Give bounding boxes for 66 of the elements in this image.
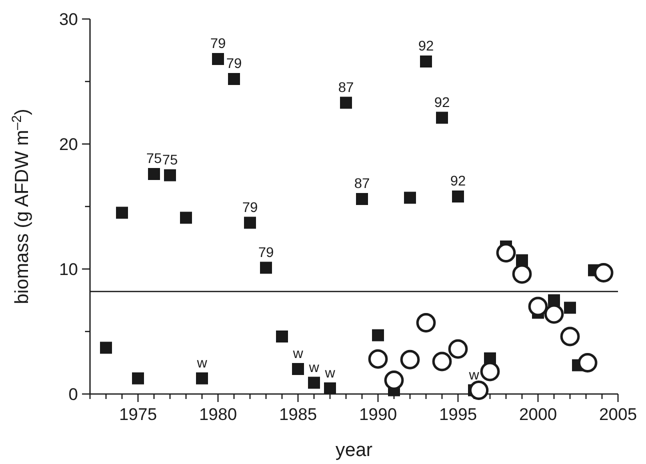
point	[148, 168, 160, 180]
point	[432, 352, 452, 372]
point	[578, 353, 598, 372]
x-tick-label: 2005	[599, 405, 637, 424]
point	[368, 349, 388, 369]
point	[400, 350, 420, 370]
point	[564, 302, 576, 314]
point	[544, 304, 564, 324]
point	[480, 362, 500, 382]
annotation: 92	[418, 38, 434, 54]
point	[594, 263, 614, 282]
x-tick-label: 2000	[519, 405, 557, 424]
y-tick-label: 10	[59, 260, 78, 279]
annotation: 79	[258, 244, 274, 260]
point	[404, 192, 416, 204]
point	[469, 380, 489, 400]
point	[528, 296, 548, 316]
annotation: 87	[354, 175, 370, 191]
point	[512, 264, 532, 284]
annotation: w	[324, 364, 336, 380]
point	[384, 370, 404, 390]
annotation: 87	[338, 78, 354, 95]
point	[196, 372, 208, 384]
point	[100, 342, 112, 354]
point	[244, 216, 256, 229]
point	[212, 53, 224, 65]
point	[340, 96, 352, 109]
annotation: w	[308, 358, 320, 375]
point	[116, 206, 128, 219]
point	[276, 330, 288, 342]
annotation: w	[292, 345, 304, 361]
point	[308, 376, 320, 389]
point	[180, 212, 192, 224]
point	[560, 326, 580, 346]
x-tick-label: 1980	[199, 405, 237, 424]
x-tick-label: 1990	[359, 405, 397, 424]
point	[496, 243, 516, 262]
y-tick-label: 30	[59, 10, 78, 29]
point	[132, 372, 144, 384]
annotation: 79	[242, 198, 258, 215]
annotation: 75	[162, 151, 178, 168]
x-tick-label: 1985	[279, 405, 317, 424]
y-tick-label: 0	[68, 384, 78, 404]
point	[356, 193, 368, 205]
point	[420, 56, 432, 68]
point	[448, 339, 468, 359]
annotation: w	[468, 366, 480, 382]
point	[228, 73, 240, 85]
annotation: 75	[146, 150, 162, 166]
annotation: w	[196, 354, 208, 370]
point	[372, 329, 384, 342]
point	[292, 363, 304, 375]
annotation: 92	[434, 94, 450, 110]
point	[164, 169, 176, 182]
annotation: 92	[450, 172, 466, 188]
x-axis-title: year	[336, 440, 374, 461]
point	[436, 112, 448, 124]
x-tick-label: 1975	[119, 405, 157, 424]
point	[452, 190, 464, 202]
annotation: 79	[226, 55, 242, 71]
annotation: 79	[210, 35, 226, 51]
x-tick-label: 1995	[439, 405, 477, 424]
point	[416, 313, 436, 332]
point	[260, 262, 272, 274]
point	[324, 382, 336, 394]
y-tick-label: 20	[59, 134, 78, 154]
